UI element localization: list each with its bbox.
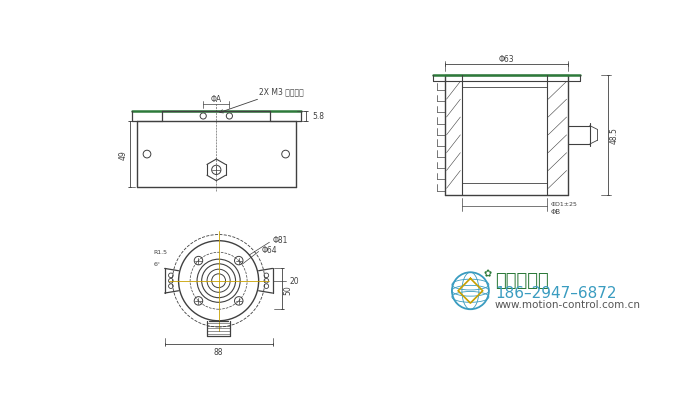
Text: 6°: 6° bbox=[153, 262, 160, 267]
Text: 49: 49 bbox=[118, 150, 127, 160]
Text: Φ63: Φ63 bbox=[499, 54, 514, 63]
Text: Φ81: Φ81 bbox=[272, 236, 288, 245]
Text: ΦB: ΦB bbox=[550, 209, 561, 215]
Text: 48.5: 48.5 bbox=[610, 127, 619, 144]
Text: 5.8: 5.8 bbox=[313, 112, 325, 121]
Text: 20: 20 bbox=[290, 276, 299, 285]
Text: 2X M3 固定螺钉: 2X M3 固定螺钉 bbox=[220, 88, 303, 114]
Text: 186–2947–6872: 186–2947–6872 bbox=[495, 285, 617, 300]
Text: 西安德伍拓: 西安德伍拓 bbox=[495, 271, 549, 289]
Text: Φ64: Φ64 bbox=[262, 246, 277, 255]
Text: R1.5: R1.5 bbox=[153, 249, 167, 254]
Text: www.motion-control.com.cn: www.motion-control.com.cn bbox=[495, 299, 641, 309]
Text: 88: 88 bbox=[214, 347, 223, 356]
Text: 50: 50 bbox=[284, 284, 293, 294]
Text: ΦD1±25: ΦD1±25 bbox=[550, 202, 578, 207]
Text: ✿: ✿ bbox=[483, 269, 491, 279]
Text: ΦA: ΦA bbox=[211, 94, 222, 103]
